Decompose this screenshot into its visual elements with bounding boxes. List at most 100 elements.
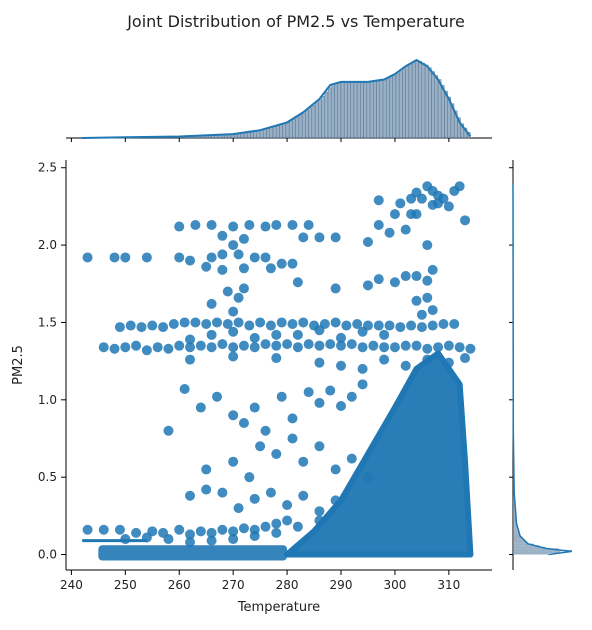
- scatter-point: [185, 334, 195, 344]
- scatter-point: [428, 321, 438, 331]
- scatter-point: [433, 198, 443, 208]
- scatter-point: [234, 503, 244, 513]
- marginal-x-bar: [406, 66, 409, 138]
- scatter-point: [228, 327, 238, 337]
- scatter-point: [368, 341, 378, 351]
- scatter-point: [412, 341, 422, 351]
- scatter-point: [277, 317, 287, 327]
- scatter-point: [282, 500, 292, 510]
- scatter-point: [174, 341, 184, 351]
- scatter-point: [217, 249, 227, 259]
- scatter-point: [406, 321, 416, 331]
- scatter-point: [83, 525, 93, 535]
- scatter-point: [374, 274, 384, 284]
- scatter-point: [239, 523, 249, 533]
- marginal-x-bar: [344, 82, 347, 138]
- scatter-point: [201, 262, 211, 272]
- scatter-point: [201, 319, 211, 329]
- marginal-y-bar: [513, 551, 560, 553]
- scatter-point: [341, 321, 351, 331]
- marginal-x-bar: [425, 65, 428, 138]
- scatter-point: [390, 209, 400, 219]
- scatter-point: [196, 403, 206, 413]
- marginal-y-bar: [513, 553, 548, 555]
- scatter-point: [277, 392, 287, 402]
- scatter-point: [223, 287, 233, 297]
- scatter-point: [395, 198, 405, 208]
- marginal-x-bar: [299, 115, 302, 138]
- scatter-point: [314, 506, 324, 516]
- scatter-point: [217, 488, 227, 498]
- scatter-point: [271, 330, 281, 340]
- scatter-point: [261, 426, 271, 436]
- scatter-point: [244, 472, 254, 482]
- marginal-x-bar: [419, 61, 422, 138]
- scatter-point: [217, 339, 227, 349]
- scatter-point: [422, 355, 432, 365]
- scatter-point: [358, 327, 368, 337]
- marginal-x-bar: [276, 126, 279, 138]
- y-axis-label: PM2.5: [11, 345, 26, 385]
- scatter-point: [347, 339, 357, 349]
- scatter-point: [185, 537, 195, 547]
- scatter-point: [234, 317, 244, 327]
- scatter-point: [401, 361, 411, 371]
- marginal-x-bar: [325, 92, 328, 138]
- scatter-point: [379, 355, 389, 365]
- scatter-point: [336, 333, 346, 343]
- scatter-point: [455, 181, 465, 191]
- marginal-x-bar: [292, 119, 295, 138]
- scatter-point: [228, 534, 238, 544]
- scatter-point: [244, 321, 254, 331]
- scatter-point: [293, 330, 303, 340]
- scatter-point: [266, 263, 276, 273]
- y-tick-label: 0.5: [38, 470, 57, 484]
- scatter-point: [325, 339, 335, 349]
- scatter-point: [212, 317, 222, 327]
- marginal-x-bar: [338, 83, 341, 138]
- scatter-point: [131, 528, 141, 538]
- scatter-point: [298, 457, 308, 467]
- scatter-point: [304, 220, 314, 230]
- scatter-point: [422, 293, 432, 303]
- marginal-x-bar: [370, 82, 373, 138]
- marginal-x-bar: [396, 73, 399, 138]
- scatter-point: [331, 232, 341, 242]
- x-tick-label: 260: [168, 578, 191, 592]
- scatter-point: [287, 319, 297, 329]
- scatter-point: [239, 341, 249, 351]
- scatter-point: [201, 464, 211, 474]
- scatter-point: [207, 536, 217, 546]
- scatter-point: [422, 344, 432, 354]
- x-tick-label: 250: [114, 578, 137, 592]
- scatter-point: [228, 457, 238, 467]
- marginal-x-bar: [354, 82, 357, 138]
- scatter-point: [314, 398, 324, 408]
- scatter-point: [314, 441, 324, 451]
- scatter-point: [433, 342, 443, 352]
- scatter-point: [444, 201, 454, 211]
- scatter-point: [374, 195, 384, 205]
- x-axis-label: Temperature: [237, 600, 320, 615]
- marginal-x-bar: [322, 96, 325, 138]
- scatter-point: [336, 401, 346, 411]
- marginal-x-bar: [441, 85, 444, 138]
- marginal-x-bar: [422, 63, 425, 138]
- scatter-point: [110, 344, 120, 354]
- marginal-x-bar: [435, 76, 438, 138]
- scatter-point: [158, 322, 168, 332]
- scatter-point: [142, 345, 152, 355]
- scatter-point: [358, 379, 368, 389]
- scatter-point: [314, 341, 324, 351]
- y-tick-label: 1.5: [38, 315, 57, 329]
- marginal-x-bar: [364, 82, 367, 138]
- dense-point-cloud: [287, 353, 470, 554]
- scatter-point: [363, 280, 373, 290]
- scatter-point: [255, 317, 265, 327]
- scatter-point: [207, 299, 217, 309]
- scatter-point: [363, 237, 373, 247]
- marginal-x-bar: [318, 100, 321, 138]
- scatter-point: [422, 276, 432, 286]
- y-tick-label: 0.0: [38, 548, 57, 562]
